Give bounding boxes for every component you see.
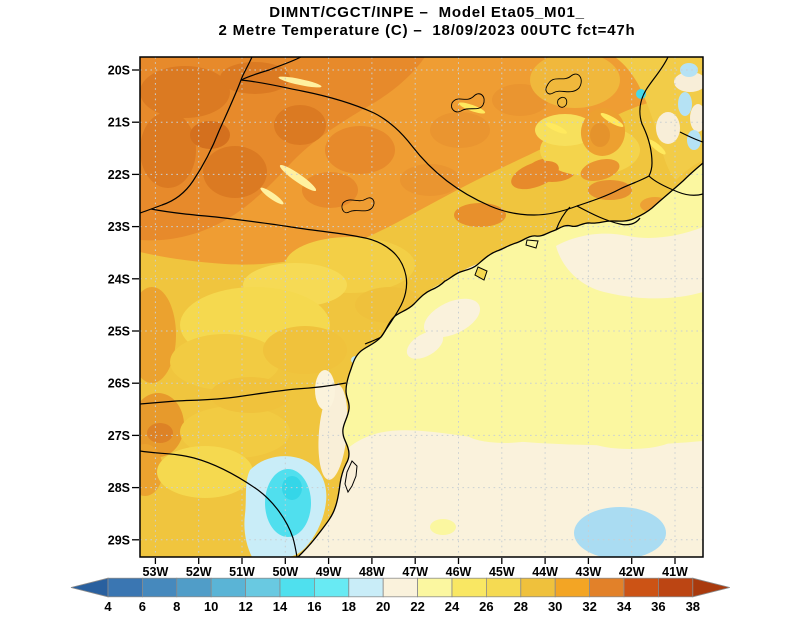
colorbar-segment — [176, 577, 212, 598]
grid-lines — [140, 57, 703, 557]
figure-title: DIMNT/CGCT/INPE – Model Eta05_M01_ 2 Met… — [27, 4, 800, 40]
title-line1: DIMNT/CGCT/INPE – Model Eta05_M01_ — [269, 4, 585, 21]
colorbar-segment — [451, 577, 487, 598]
colorbar-segment — [141, 577, 178, 598]
lat-label: 25S — [108, 325, 130, 339]
colorbar-segment — [658, 577, 694, 598]
colorbar-segment — [348, 577, 384, 598]
colorbar-segment — [623, 577, 659, 598]
lat-label: 24S — [108, 272, 130, 286]
colorbar-value: 16 — [307, 599, 321, 614]
colorbar-value: 12 — [238, 599, 252, 614]
colorbar-value: 36 — [651, 599, 665, 614]
colorbar-value: 30 — [548, 599, 562, 614]
colorbar-segment — [554, 577, 591, 598]
colorbar-value: 34 — [617, 599, 632, 614]
lat-label: 26S — [108, 377, 130, 391]
lon-axis: 53W 52W 51W 50W 49W 48W 47W 46W 45W 44W … — [143, 565, 689, 579]
colorbar-value: 4 — [104, 599, 112, 614]
colorbar-value: 8 — [173, 599, 180, 614]
islands — [344, 239, 539, 494]
colorbar-value: 38 — [686, 599, 700, 614]
lat-label: 20S — [108, 64, 130, 78]
colorbar-value: 32 — [582, 599, 596, 614]
axis-ticks — [132, 69, 676, 564]
lat-label: 22S — [108, 168, 130, 182]
lon-label: 49W — [316, 565, 342, 579]
lat-label: 28S — [108, 481, 130, 495]
lat-label: 29S — [108, 533, 130, 547]
lon-label: 51W — [229, 565, 255, 579]
colorbar-value: 10 — [204, 599, 218, 614]
title-line2: 2 Metre Temperature (C) – 18/09/2023 00U… — [218, 22, 636, 39]
lon-label: 52W — [186, 565, 212, 579]
colorbar-value: 6 — [139, 599, 146, 614]
colorbar-value: 20 — [376, 599, 390, 614]
colorbar-segment — [279, 577, 315, 598]
colorbar-segment — [382, 577, 419, 598]
colorbar-values: 4 6 8 10 12 14 16 18 20 22 24 26 28 30 3… — [104, 599, 700, 614]
lon-label: 44W — [532, 565, 558, 579]
colorbar-value: 18 — [342, 599, 356, 614]
lon-label: 46W — [446, 565, 472, 579]
lon-label: 47W — [402, 565, 428, 579]
colorbar-segment — [245, 577, 281, 598]
lon-label: 43W — [576, 565, 602, 579]
lon-label: 48W — [359, 565, 385, 579]
lon-label: 53W — [143, 565, 169, 579]
colorbar-segment — [210, 577, 246, 598]
temperature-field — [140, 57, 703, 557]
colorbar-segment — [589, 577, 625, 598]
state-borders — [140, 57, 703, 557]
colorbar-arrow-left — [70, 577, 109, 598]
colorbar-value: 28 — [514, 599, 528, 614]
lat-axis: 20S 21S 22S 23S 24S 25S 26S 27S 28S 29S — [108, 64, 130, 548]
map-frame — [139, 56, 704, 558]
colorbar-segment — [313, 577, 350, 598]
colorbar-arrow-right — [692, 577, 730, 598]
lat-label: 23S — [108, 220, 130, 234]
colorbar-value: 14 — [273, 599, 288, 614]
colorbar-segment — [485, 577, 522, 598]
reservoir-outlines — [341, 73, 582, 214]
colorbar-value: 26 — [479, 599, 493, 614]
colorbar-value: 22 — [410, 599, 424, 614]
colorbar-segment — [107, 577, 143, 598]
lon-label: 50W — [272, 565, 298, 579]
colorbar-segment — [520, 577, 556, 598]
lon-label: 41W — [662, 565, 688, 579]
lat-label: 27S — [108, 429, 130, 443]
colorbar-segment — [417, 577, 453, 598]
lon-label: 45W — [489, 565, 515, 579]
colorbar: 4 6 8 10 12 14 16 18 20 22 24 26 28 30 3… — [70, 577, 730, 614]
lon-label: 42W — [619, 565, 645, 579]
colorbar-value: 24 — [445, 599, 460, 614]
lat-label: 21S — [108, 116, 130, 130]
coastline — [297, 162, 703, 557]
